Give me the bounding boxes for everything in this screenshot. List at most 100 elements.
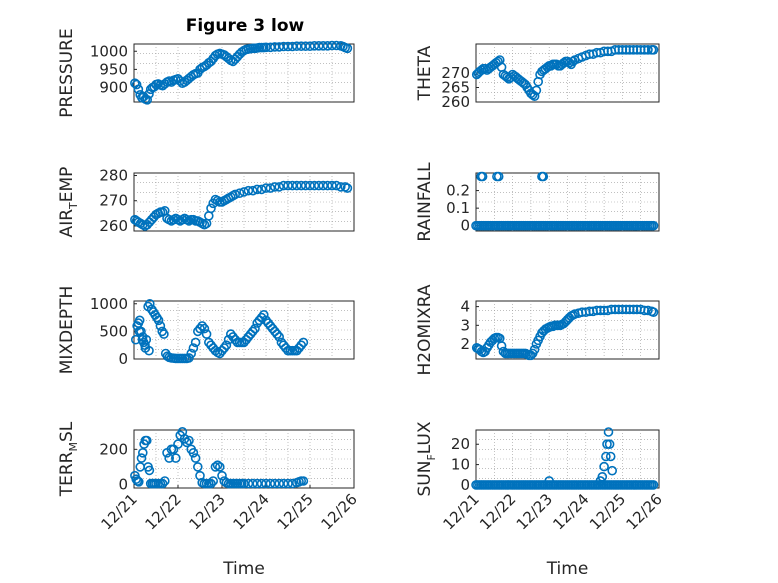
- y-tick-label: 0: [118, 475, 128, 493]
- data-point: [604, 439, 615, 450]
- data-point: [234, 188, 245, 198]
- data-point: [265, 183, 276, 193]
- y-tick-label: 1000: [90, 295, 128, 313]
- data-point: [605, 451, 616, 462]
- data-point: [601, 451, 611, 462]
- data-point: [296, 340, 307, 351]
- panel-5: 0 500 1000 MIXDEPTH: [57, 286, 355, 374]
- data-point: [206, 478, 216, 489]
- data-point: [269, 182, 280, 192]
- data-point: [322, 40, 333, 51]
- data-point: [599, 461, 609, 472]
- data-point: [568, 56, 578, 67]
- data-point: [134, 315, 145, 326]
- data-point: [243, 478, 254, 489]
- x-tick-label: 12/23: [186, 490, 229, 533]
- data-point: [197, 321, 207, 331]
- data-point: [248, 185, 258, 196]
- series: [131, 298, 309, 364]
- data-point: [648, 220, 659, 231]
- data-point: [269, 42, 280, 52]
- y-axis-label: SUNFLUX: [415, 421, 438, 496]
- y-tick-label: 0: [460, 217, 470, 235]
- data-point: [331, 180, 342, 191]
- data-point: [643, 44, 653, 55]
- data-point: [138, 447, 148, 458]
- data-point: [248, 478, 258, 489]
- data-point: [477, 171, 488, 182]
- data-point: [157, 478, 168, 489]
- data-point: [186, 348, 196, 359]
- data-point: [529, 91, 540, 101]
- data-point: [313, 40, 324, 51]
- data-point: [272, 329, 282, 339]
- series: [130, 40, 353, 105]
- y-axis-label: PRESSURE: [57, 28, 77, 117]
- y-tick-label: 3: [460, 316, 470, 334]
- y-axis-label: TERRMSL: [57, 421, 80, 497]
- y-tick-label: 265: [441, 79, 470, 97]
- data-point: [193, 462, 203, 472]
- y-tick-label: 10: [451, 456, 470, 474]
- y-tick-label: 0.1: [446, 199, 470, 217]
- data-point: [221, 340, 232, 351]
- series: [471, 304, 659, 361]
- data-point: [305, 41, 315, 52]
- data-point: [239, 187, 249, 197]
- data-point: [274, 182, 285, 192]
- data-point: [261, 183, 271, 193]
- data-point: [274, 42, 285, 52]
- x-tick-label: 12/21: [98, 490, 141, 533]
- data-point: [309, 40, 320, 51]
- y-tick-label: 260: [99, 217, 128, 235]
- data-point: [171, 453, 181, 463]
- series: [471, 171, 659, 231]
- data-point: [145, 298, 155, 309]
- y-tick-label: 280: [99, 167, 128, 185]
- data-point: [134, 476, 144, 487]
- x-tick-label: 12/24: [230, 490, 273, 533]
- data-point: [133, 84, 144, 95]
- y-tick-label: 0: [118, 350, 128, 368]
- data-point: [342, 183, 353, 193]
- data-point: [607, 465, 618, 476]
- y-tick-label: 200: [99, 440, 128, 458]
- data-point: [212, 460, 223, 471]
- x-tick-label: 12/21: [440, 490, 483, 533]
- data-point: [291, 41, 302, 52]
- series: [130, 180, 353, 231]
- y-tick-label: 0: [460, 476, 470, 494]
- data-point: [298, 476, 309, 486]
- data-point: [182, 437, 192, 448]
- data-point: [643, 305, 653, 316]
- y-tick-label: 2: [460, 335, 470, 353]
- data-point: [248, 326, 258, 337]
- data-point: [155, 321, 166, 331]
- data-point: [327, 40, 337, 51]
- data-point: [291, 180, 302, 191]
- data-point: [184, 435, 194, 446]
- x-tick-label: 12/26: [318, 490, 361, 533]
- data-point: [243, 185, 254, 196]
- y-tick-label: 950: [99, 60, 128, 78]
- data-point: [269, 478, 280, 489]
- data-point: [529, 344, 540, 355]
- data-point: [603, 427, 614, 437]
- data-point: [190, 453, 201, 463]
- x-tick-label: 12/26: [623, 490, 666, 533]
- data-point: [648, 307, 659, 318]
- y-axis-label: AIRTEMP: [57, 167, 80, 238]
- y-tick-label: 1000: [90, 42, 128, 60]
- data-point: [175, 76, 185, 86]
- data-point: [164, 453, 174, 463]
- data-point: [496, 341, 507, 351]
- y-tick-label: 500: [99, 322, 128, 340]
- data-point: [313, 180, 324, 191]
- data-point: [265, 42, 276, 53]
- data-point: [239, 478, 249, 489]
- data-point: [219, 343, 229, 353]
